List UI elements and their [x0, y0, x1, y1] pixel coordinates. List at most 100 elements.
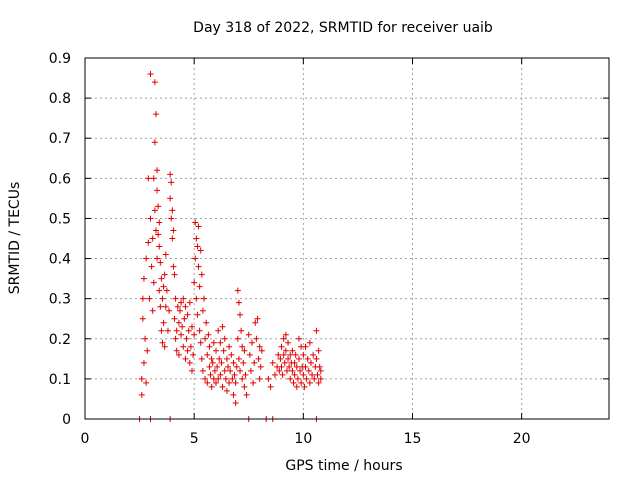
data-point [171, 271, 178, 278]
data-point [151, 207, 158, 214]
data-point [183, 335, 190, 342]
data-point [300, 371, 307, 378]
data-point [309, 371, 316, 378]
data-point [243, 391, 250, 398]
data-point [285, 339, 292, 346]
data-point [148, 263, 155, 270]
data-point [140, 359, 147, 366]
data-point [213, 347, 219, 354]
data-point [313, 355, 320, 362]
data-point [175, 351, 182, 358]
data-point [234, 287, 241, 294]
data-point [276, 367, 283, 374]
y-tick-label: 0 [62, 412, 71, 428]
data-point [249, 339, 256, 346]
x-tick-label: 0 [81, 431, 90, 447]
data-point [168, 179, 175, 186]
data-point [215, 327, 222, 334]
data-point [239, 343, 246, 350]
data-point [160, 319, 167, 326]
data-point [221, 367, 228, 374]
y-tick-label: 0.4 [49, 252, 71, 268]
y-tick-label: 0.9 [49, 51, 71, 67]
data-point [173, 327, 180, 334]
data-point [242, 371, 249, 378]
data-point [238, 327, 245, 334]
data-points [136, 71, 324, 422]
data-point [199, 367, 206, 374]
data-point [147, 71, 154, 78]
data-point [174, 303, 181, 310]
data-point [194, 243, 201, 250]
data-point [278, 343, 285, 350]
data-point [219, 383, 226, 390]
data-point [246, 351, 253, 358]
data-point [176, 307, 183, 314]
data-point [302, 343, 309, 350]
data-point [239, 375, 246, 382]
data-point [151, 139, 158, 146]
data-point [226, 379, 233, 386]
data-point [307, 359, 314, 366]
data-point [178, 331, 185, 338]
data-point [194, 311, 201, 318]
data-point [304, 355, 311, 362]
data-point [317, 375, 324, 382]
data-point [215, 375, 222, 382]
data-point [195, 263, 202, 270]
data-point [184, 347, 191, 354]
data-point [221, 335, 228, 342]
x-tick-label: 5 [190, 431, 199, 447]
data-point [150, 279, 157, 286]
data-point [167, 171, 174, 178]
data-point [207, 371, 214, 378]
data-point [160, 283, 167, 290]
data-point [192, 255, 199, 262]
data-point [172, 335, 179, 342]
data-point [237, 311, 244, 318]
data-point [154, 255, 161, 262]
data-point [182, 303, 189, 310]
data-point [252, 319, 259, 326]
data-point [157, 303, 164, 310]
data-point [185, 327, 192, 334]
data-point [169, 207, 176, 214]
data-point [298, 379, 305, 386]
data-point [200, 295, 207, 302]
data-point [162, 303, 169, 310]
data-point [154, 187, 161, 194]
y-tick-label: 0.2 [49, 332, 71, 348]
data-point [208, 383, 215, 390]
data-point [282, 331, 289, 338]
data-point [179, 323, 186, 330]
data-point [209, 359, 216, 366]
data-point [315, 347, 322, 354]
data-point [170, 227, 177, 234]
data-point [283, 367, 290, 374]
data-point [156, 287, 163, 294]
x-axis-label: GPS time / hours [285, 458, 402, 474]
data-point [175, 319, 182, 326]
data-point [143, 255, 150, 262]
data-point [159, 339, 166, 346]
data-point [182, 355, 189, 362]
x-tick-label: 10 [294, 431, 312, 447]
data-point [315, 379, 322, 386]
data-point [156, 219, 163, 226]
data-point [158, 327, 165, 334]
data-point [197, 247, 204, 254]
data-point [191, 331, 198, 338]
y-tick-label: 0.5 [49, 211, 71, 227]
data-point [208, 355, 215, 362]
data-point [171, 315, 178, 322]
data-point [150, 175, 157, 182]
data-point [256, 343, 263, 350]
data-point [139, 295, 146, 302]
data-point [197, 339, 204, 346]
data-point [257, 363, 264, 370]
data-point [317, 367, 324, 374]
data-point [291, 359, 298, 366]
data-point [144, 347, 151, 354]
y-tick-label: 0.6 [49, 171, 71, 187]
